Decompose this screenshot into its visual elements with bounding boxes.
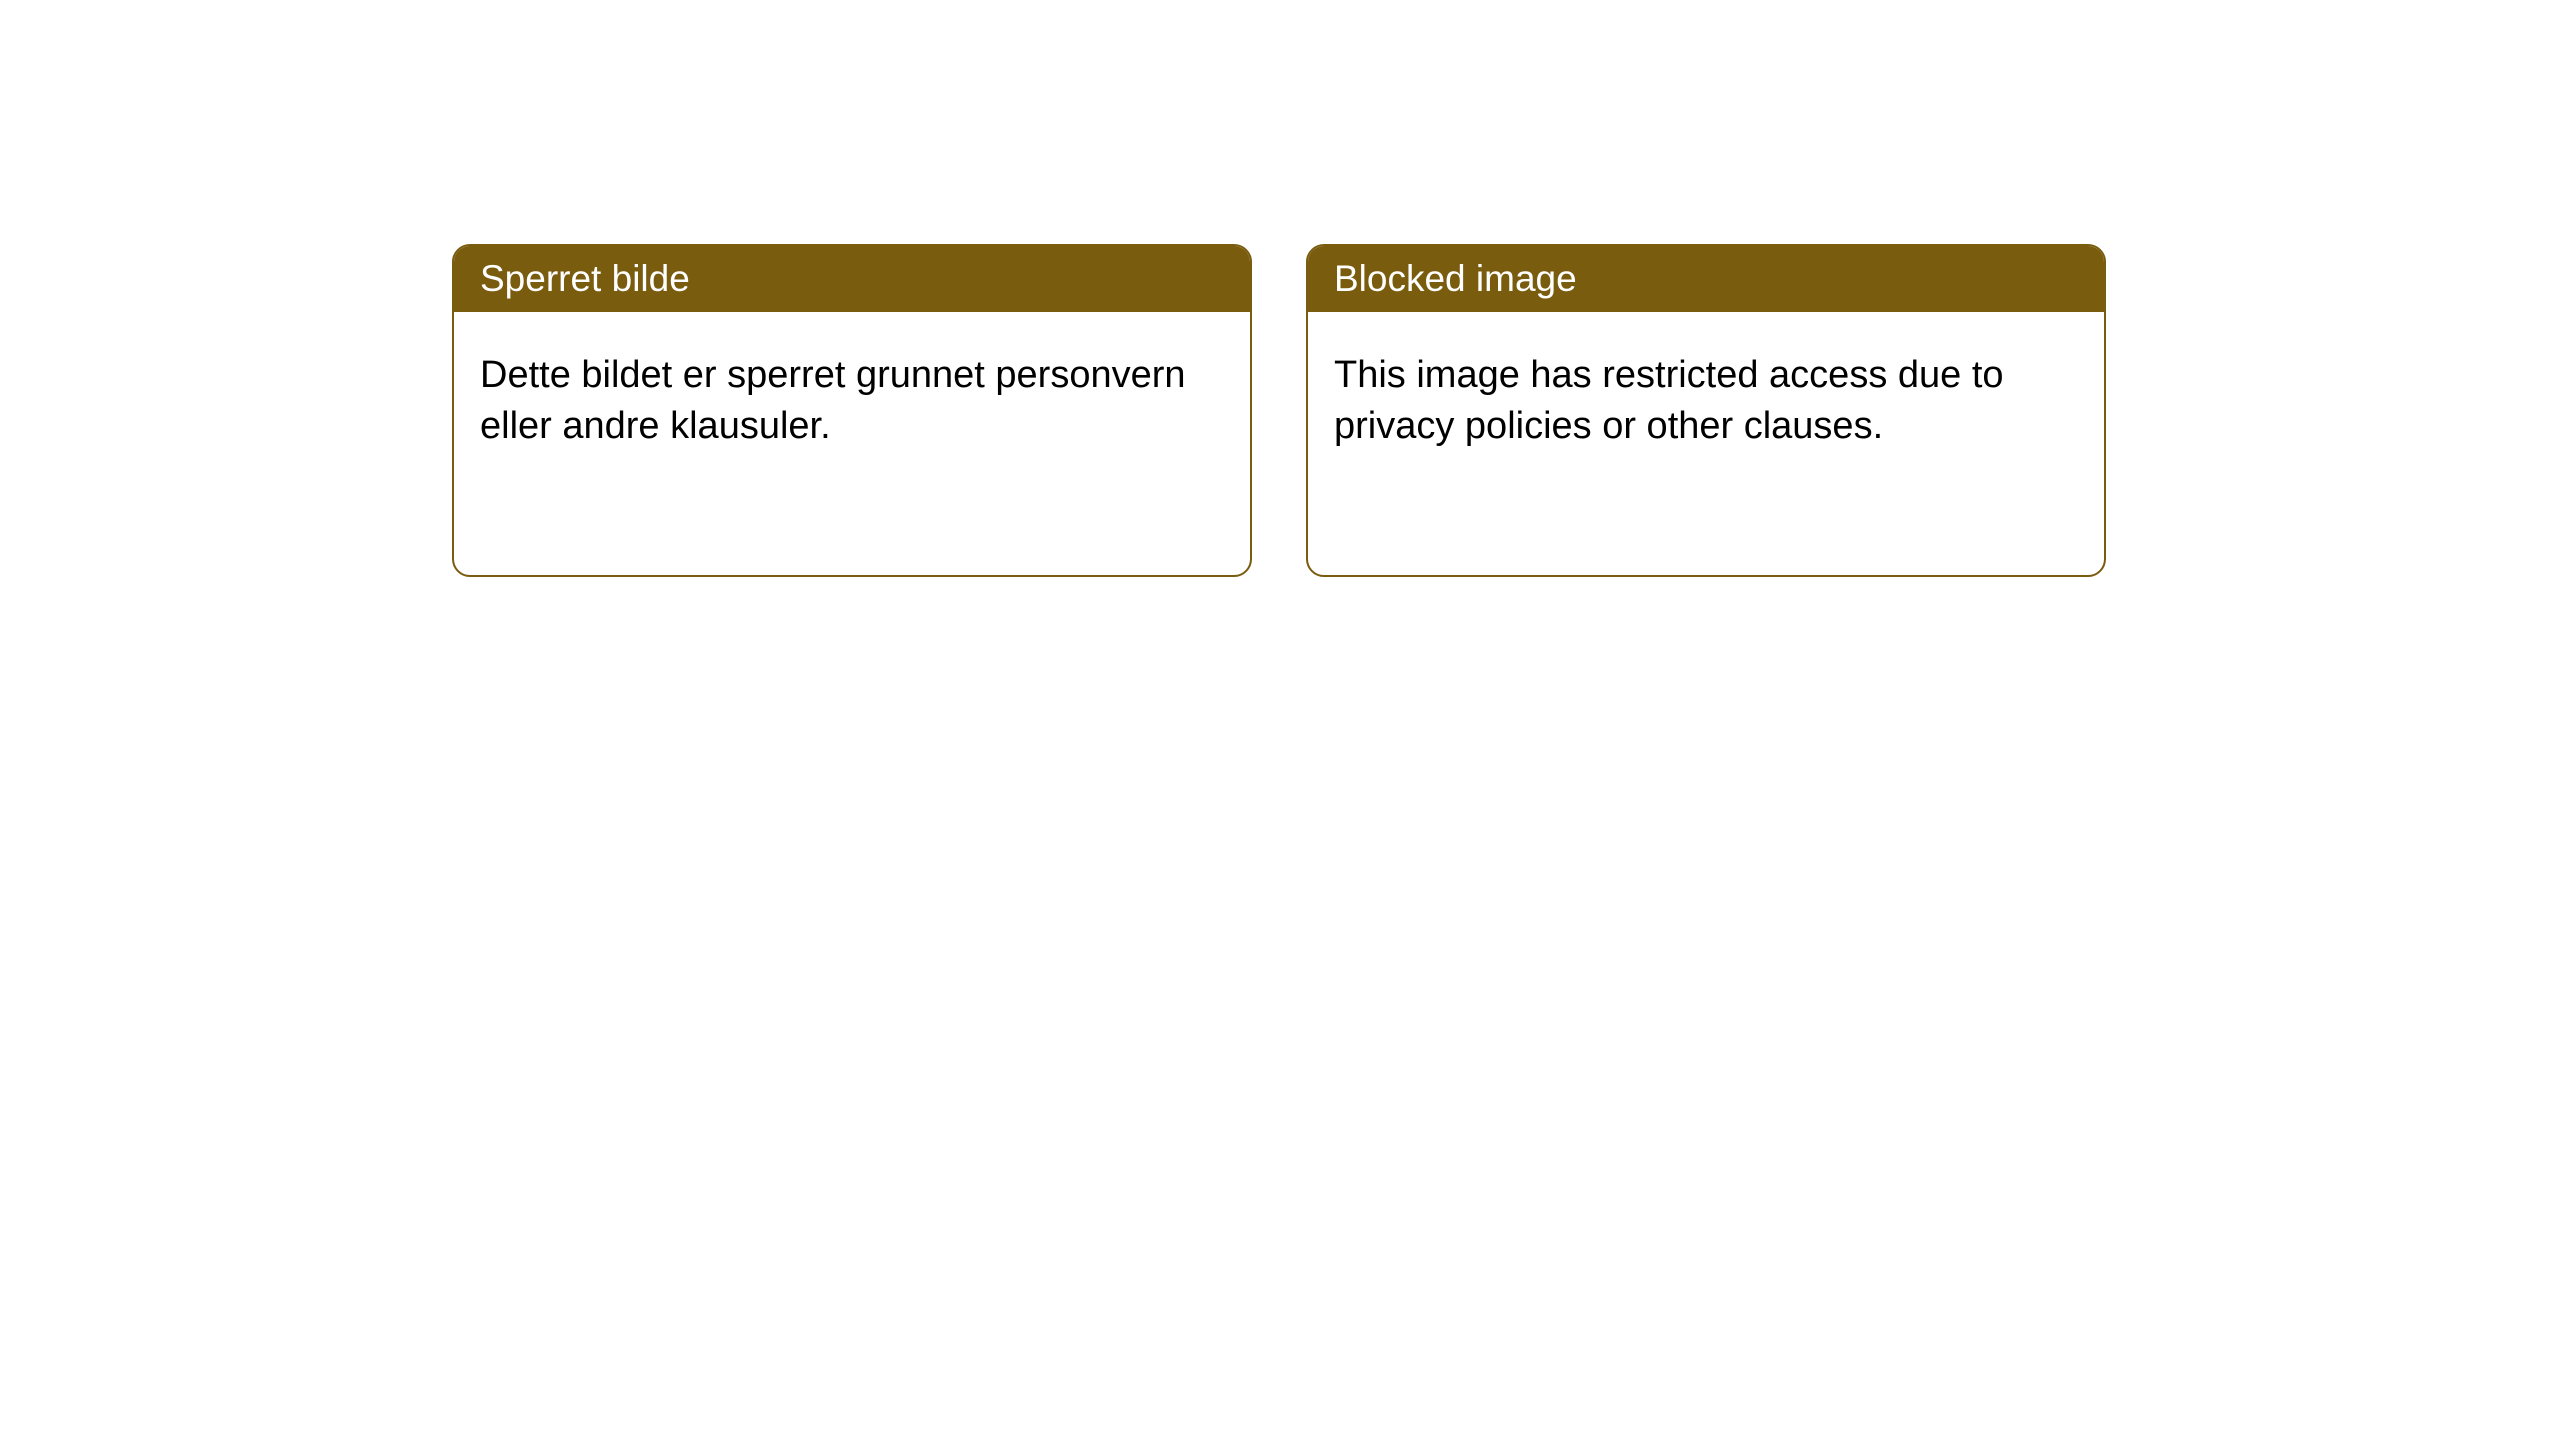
notice-body-en: This image has restricted access due to …	[1308, 312, 2104, 491]
notice-container: Sperret bilde Dette bildet er sperret gr…	[452, 244, 2106, 577]
notice-title-no: Sperret bilde	[480, 258, 690, 299]
notice-box-no: Sperret bilde Dette bildet er sperret gr…	[452, 244, 1252, 577]
notice-header-no: Sperret bilde	[454, 246, 1250, 312]
notice-text-no: Dette bildet er sperret grunnet personve…	[480, 354, 1186, 447]
notice-box-en: Blocked image This image has restricted …	[1306, 244, 2106, 577]
notice-header-en: Blocked image	[1308, 246, 2104, 312]
notice-body-no: Dette bildet er sperret grunnet personve…	[454, 312, 1250, 491]
notice-text-en: This image has restricted access due to …	[1334, 354, 2004, 447]
notice-title-en: Blocked image	[1334, 258, 1577, 299]
